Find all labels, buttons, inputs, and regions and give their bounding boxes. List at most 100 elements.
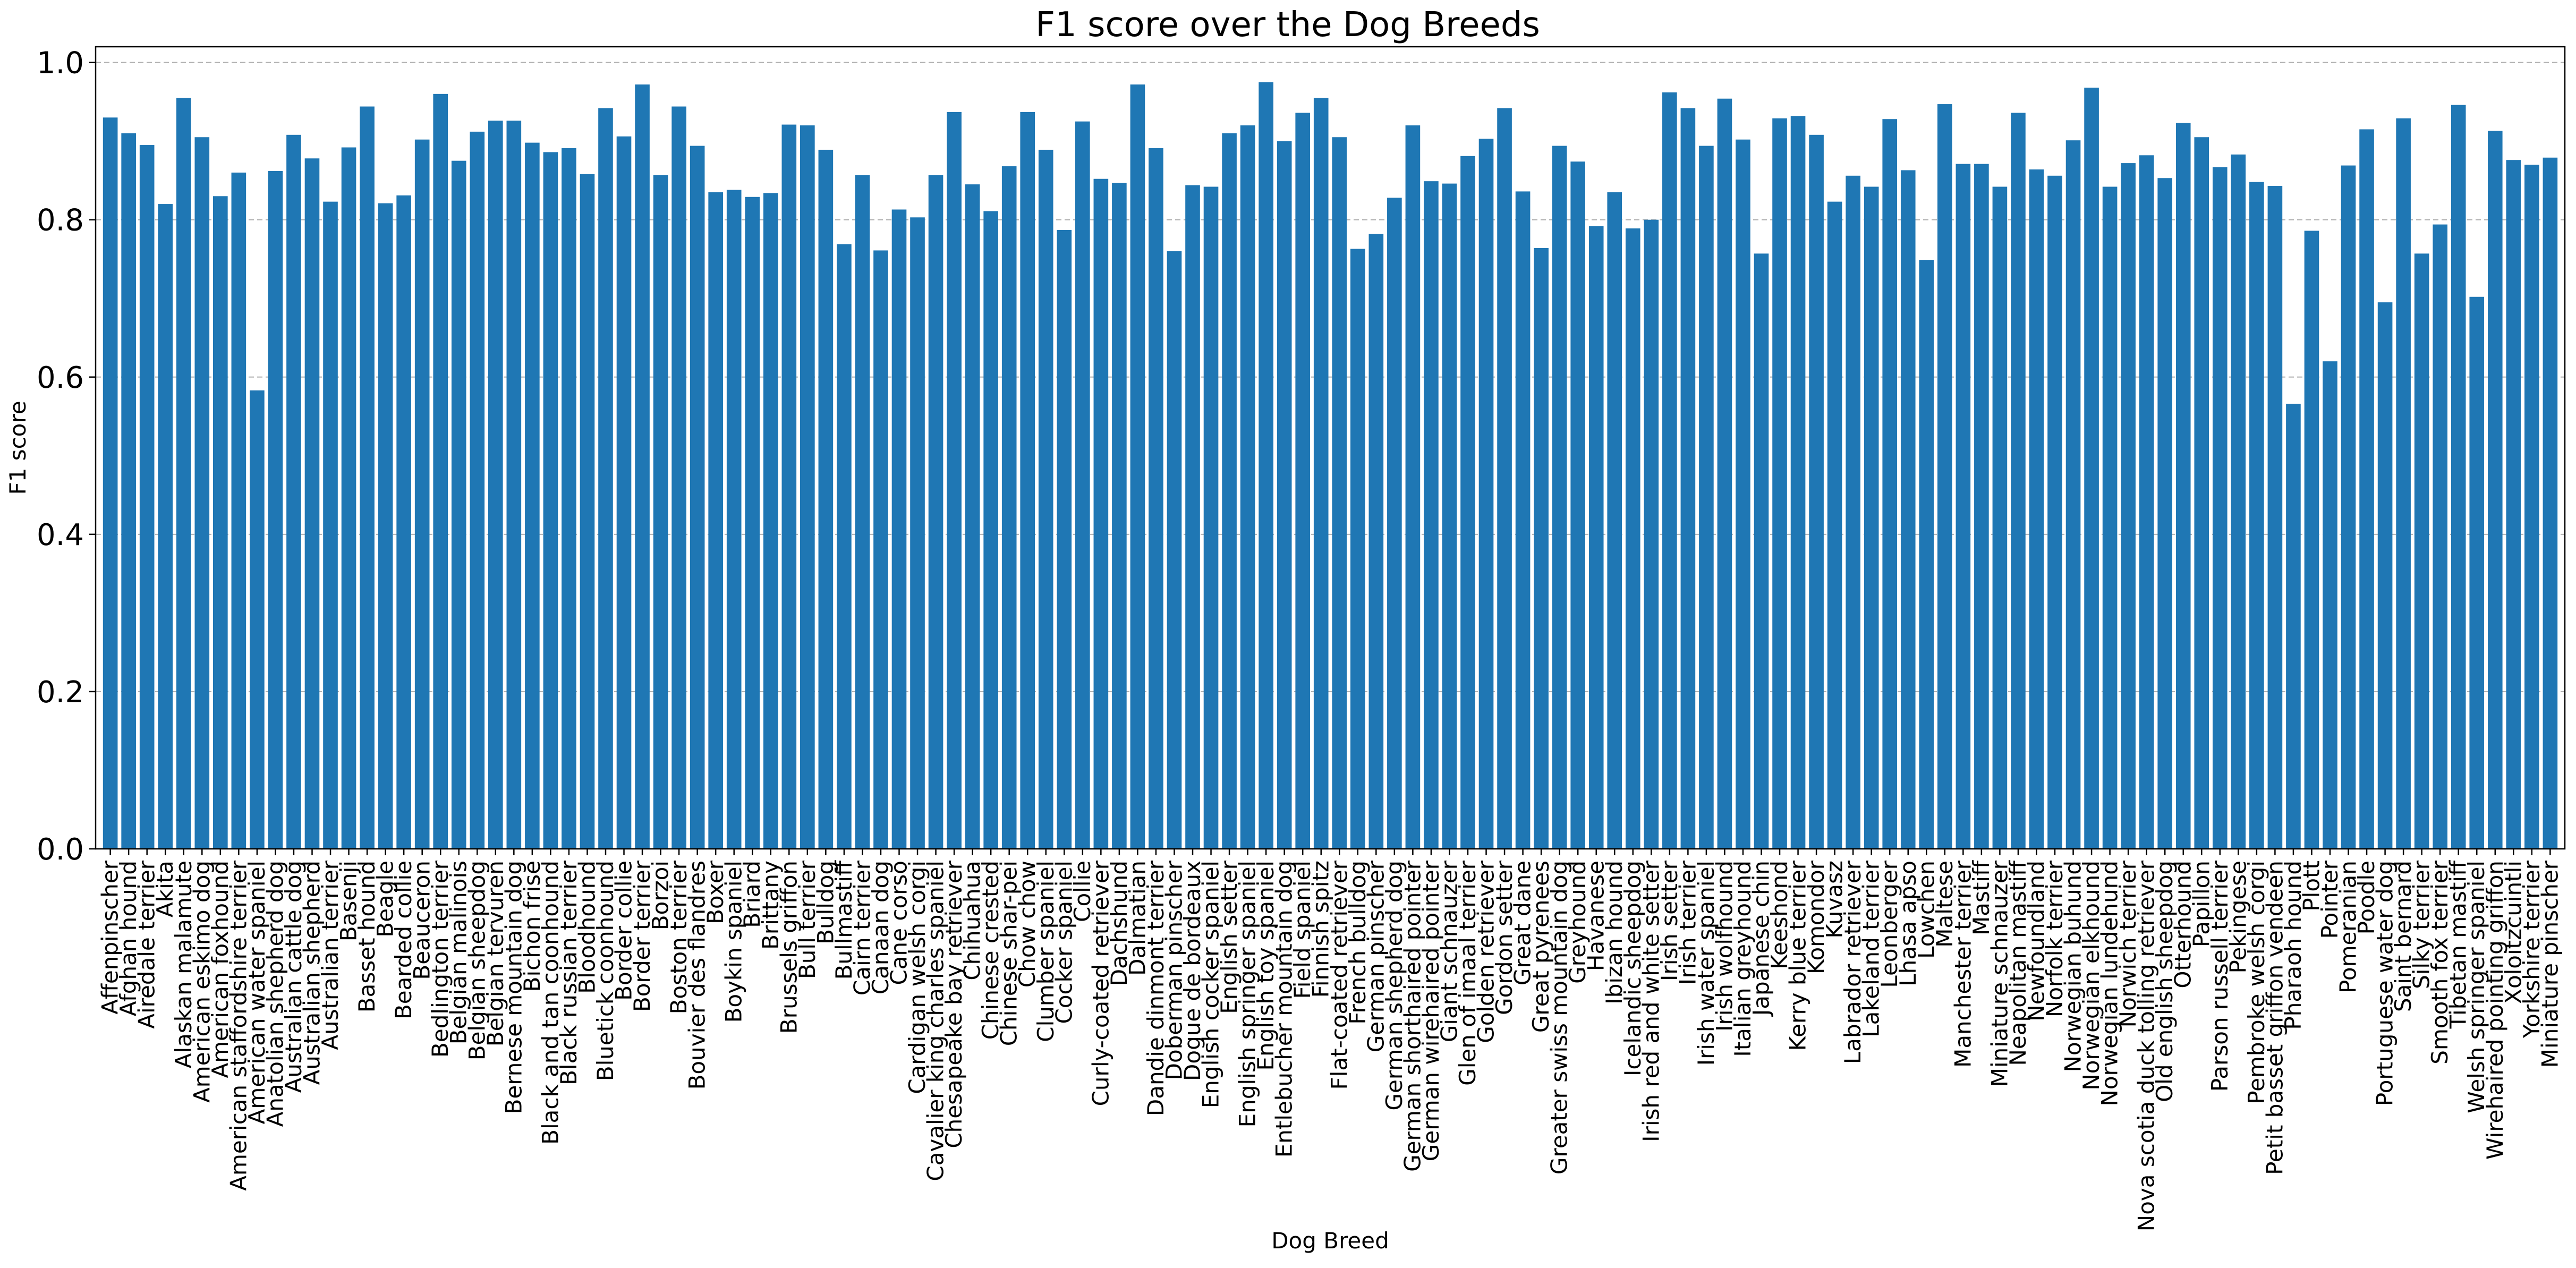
x-tick-label: Briard xyxy=(739,861,765,928)
x-tick-label: American water spaniel xyxy=(244,861,270,1124)
bar xyxy=(396,195,411,849)
x-tick-label: Havanese xyxy=(1583,861,1609,971)
y-axis: 0.0 0.2 0.4 0.6 0.8 1.0 xyxy=(37,46,96,867)
x-tick-label: Chinese crested xyxy=(977,861,1004,1040)
x-tick-label: Saint bernard xyxy=(2390,861,2416,1012)
bar xyxy=(873,250,888,849)
bar xyxy=(1754,253,1769,849)
x-tick-label: Parson russell terrier xyxy=(2207,860,2233,1092)
x-tick-label: Japanese chin xyxy=(1748,861,1774,1017)
bar xyxy=(213,196,228,849)
bar xyxy=(525,142,540,849)
bar xyxy=(1827,201,1842,849)
bar xyxy=(286,134,301,849)
x-tick-label: Bulldog xyxy=(812,861,838,944)
bar xyxy=(818,149,834,849)
x-tick-label: American eskimo dog xyxy=(189,861,215,1103)
x-tick-label: Norwegian buhund xyxy=(2060,861,2086,1072)
bar xyxy=(2267,186,2283,849)
y-tick-label: 0.6 xyxy=(37,361,84,395)
x-tick-label: German wirehaired pointer xyxy=(1418,860,1444,1161)
bar xyxy=(2157,178,2173,849)
bar xyxy=(139,145,155,849)
bar xyxy=(1809,134,1824,849)
bar xyxy=(1864,186,1879,849)
y-tick-label: 0.0 xyxy=(37,832,84,867)
bar xyxy=(1900,170,1916,849)
x-tick-label: Boykin spaniel xyxy=(721,861,747,1023)
x-tick-label: Chow chow xyxy=(1014,861,1040,988)
x-tick-label: Australian cattle dog xyxy=(280,861,307,1093)
bar xyxy=(1387,198,1402,849)
bar xyxy=(1405,125,1421,849)
x-tick-label: Neapolitan mastiff xyxy=(2005,860,2031,1066)
x-tick-label: Bernese mountain dog xyxy=(500,861,526,1114)
bar xyxy=(158,204,173,849)
bar xyxy=(2506,160,2521,849)
bar xyxy=(2139,155,2154,849)
bar xyxy=(1534,248,1549,849)
bar xyxy=(1974,164,1989,849)
x-tick-label: Irish wolfhound xyxy=(1711,861,1737,1032)
bar xyxy=(194,137,210,849)
y-axis-label: F1 score xyxy=(5,401,31,495)
bar xyxy=(1680,108,1696,849)
bar xyxy=(2543,157,2558,849)
bar xyxy=(1607,192,1622,849)
bar xyxy=(2524,165,2539,849)
x-tick-label: Bearded collie xyxy=(390,861,416,1019)
bar xyxy=(121,133,136,849)
bar xyxy=(1919,260,1934,849)
x-tick-label: Greyhound xyxy=(1565,861,1591,984)
bar xyxy=(488,121,503,849)
x-tick-label: Cavalier king charles spaniel xyxy=(923,861,949,1181)
bar xyxy=(598,108,613,849)
bar xyxy=(2194,137,2209,849)
x-tick-label: Doberman pinscher xyxy=(1161,860,1187,1080)
bar xyxy=(323,201,338,849)
bar xyxy=(414,139,430,849)
bar xyxy=(1350,249,1365,849)
x-tick-label: Komondor xyxy=(1803,860,1829,974)
x-tick-label: Cane corso xyxy=(886,861,912,985)
x-tick-label: Dogue de bordeaux xyxy=(1179,861,1205,1081)
x-tick-label: Canaan dog xyxy=(868,861,894,994)
x-tick-label: Black and tan coonhound xyxy=(537,861,563,1145)
x-tick-label: Xoloitzcuintli xyxy=(2500,861,2526,1004)
bar xyxy=(745,197,760,849)
x-tick-label: Cocker spaniel xyxy=(1051,861,1077,1024)
x-tick-label: Borzoi xyxy=(648,861,674,930)
bar xyxy=(1038,149,1053,849)
bar xyxy=(2396,118,2411,849)
bar xyxy=(910,217,925,849)
bar xyxy=(470,131,485,849)
bar xyxy=(2323,361,2337,849)
x-tick-label: Icelandic sheepdog xyxy=(1620,861,1646,1076)
x-tick-label: Norfolk terrier xyxy=(2042,860,2068,1017)
x-tick-label: Maltese xyxy=(1932,861,1958,948)
bar xyxy=(708,192,723,849)
x-tick-label: Pekingese xyxy=(2225,861,2251,974)
bar xyxy=(1075,121,1090,849)
x-tick-label: Old english sheepdog xyxy=(2152,861,2178,1102)
x-axis-label: Dog Breed xyxy=(1271,1228,1389,1254)
x-tick-label: Irish setter xyxy=(1656,860,1682,981)
bar xyxy=(855,175,870,849)
x-tick-label: Collie xyxy=(1069,861,1095,922)
bar xyxy=(360,106,375,849)
bar xyxy=(1846,175,1860,849)
bar xyxy=(891,209,907,849)
x-tick-label: German shorthaired pointer xyxy=(1399,860,1425,1172)
bar xyxy=(1588,226,1604,849)
bar xyxy=(2102,186,2118,849)
x-tick-label: Otterhound xyxy=(2170,861,2196,989)
bar xyxy=(562,148,576,849)
bar xyxy=(1001,166,1017,849)
x-tick-label: Poodle xyxy=(2353,861,2379,934)
bar xyxy=(690,146,705,849)
y-tick-label: 0.4 xyxy=(37,518,84,552)
bar xyxy=(1515,191,1531,849)
x-tick-label: Basenji xyxy=(336,861,362,941)
chart-title: F1 score over the Dog Breeds xyxy=(1035,5,1540,45)
x-tick-label: Papillon xyxy=(2188,861,2214,947)
